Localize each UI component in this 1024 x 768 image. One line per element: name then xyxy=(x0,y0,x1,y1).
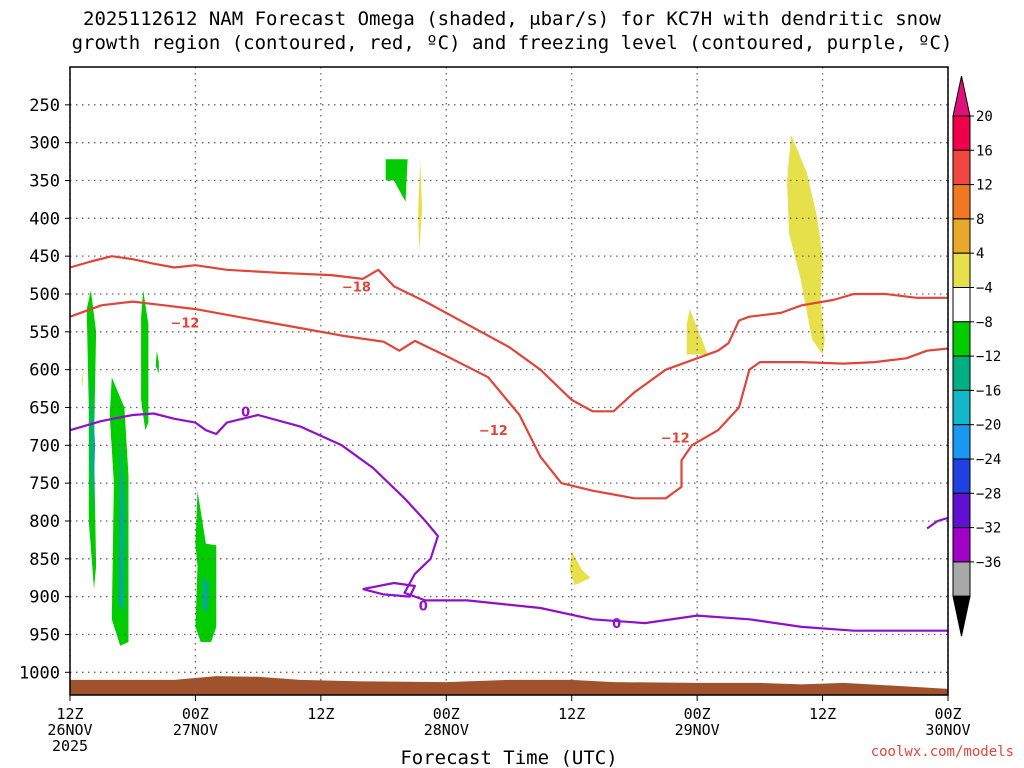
colorbar-swatch-3 xyxy=(952,218,971,254)
colorbar-label-10: −24 xyxy=(976,452,1001,468)
colorbar-swatch-6 xyxy=(952,321,971,357)
x-tick-label-60-1: 29NOV xyxy=(675,721,720,739)
y-tick-label-750: 750 xyxy=(29,474,60,494)
y-tick-label-950: 950 xyxy=(29,625,60,645)
omega-region-9 xyxy=(418,160,423,251)
colorbar-label-9: −20 xyxy=(976,418,1001,434)
omega-region-4 xyxy=(141,290,149,431)
x-tick-label-60-0: 00Z xyxy=(684,705,711,723)
colorbar-swatch-2 xyxy=(952,184,971,220)
x-tick-label-48-0: 12Z xyxy=(558,705,585,723)
contour-dendritic-upper xyxy=(69,255,948,413)
colorbar-top-arrow xyxy=(952,75,971,117)
omega-region-8 xyxy=(385,159,408,202)
x-tick-label-24-0: 12Z xyxy=(307,705,334,723)
y-axis: 250 300 350 400 450 500 550 600 650 700 750 800 850 9… xyxy=(19,96,70,683)
contour-freezing-right-edge xyxy=(926,516,949,530)
y-tick-label-600: 600 xyxy=(29,361,60,381)
colorbar-label-2: 12 xyxy=(976,178,993,194)
y-tick-label-800: 800 xyxy=(29,512,60,532)
contour-dendritic-lower xyxy=(69,300,949,500)
colorbar-label-6: −8 xyxy=(976,315,993,331)
ground-terrain xyxy=(70,676,948,695)
colorbar-label-13: −36 xyxy=(976,555,1001,571)
colorbar-label-8: −16 xyxy=(976,383,1001,399)
omega-region-3 xyxy=(118,430,126,612)
x-axis-label: Forecast Time (UTC) xyxy=(400,747,617,768)
contour-lines xyxy=(69,255,949,632)
colorbar-swatch-8 xyxy=(952,389,971,426)
omega-region-1 xyxy=(89,369,96,514)
contour-label-0: −18 xyxy=(342,280,371,295)
y-tick-label-300: 300 xyxy=(29,134,60,154)
contour-labels: −18 −12 −12 −12 0 0 0 xyxy=(170,280,689,632)
plot-frame xyxy=(69,66,949,696)
omega-region-10 xyxy=(81,369,84,389)
colorbar-label-0: 20 xyxy=(976,109,993,125)
y-tick-label-850: 850 xyxy=(29,550,60,570)
colorbar-label-12: −32 xyxy=(976,521,1001,537)
x-tick-label-84-1: 30NOV xyxy=(925,721,970,739)
colorbar-swatch-4 xyxy=(952,252,971,288)
contour-label-1: −12 xyxy=(170,317,199,332)
colorbar-swatch-12 xyxy=(952,527,971,563)
colorbar-label-1: 16 xyxy=(976,143,993,159)
y-tick-label-700: 700 xyxy=(29,436,60,456)
colorbar-label-4: 4 xyxy=(976,246,984,262)
y-tick-label-900: 900 xyxy=(29,588,60,608)
y-tick-label-650: 650 xyxy=(29,398,60,418)
ground-fill xyxy=(70,676,948,695)
omega-region-5 xyxy=(155,350,159,374)
y-tick-label-350: 350 xyxy=(29,171,60,191)
omega-region-13 xyxy=(569,551,591,586)
colorbar-swatch-1 xyxy=(952,149,971,186)
contour-label-5: 0 xyxy=(419,600,428,615)
colorbar-swatch-10 xyxy=(952,458,971,494)
x-tick-label-12-0: 00Z xyxy=(182,705,209,723)
x-tick-label-12-1: 27NOV xyxy=(173,721,218,739)
colorbar-label-11: −28 xyxy=(976,486,1001,502)
colorbar-bottom-arrow xyxy=(952,595,971,637)
x-tick-label-72-0: 12Z xyxy=(809,705,836,723)
x-tick-label-0-1: 26NOV xyxy=(47,721,92,739)
x-tick-label-0-0: 12Z xyxy=(56,705,83,723)
x-tick-label-36-0: 00Z xyxy=(433,705,460,723)
colorbar-label-3: 8 xyxy=(976,212,984,228)
omega-regions xyxy=(81,135,825,646)
x-tick-label-84-0: 00Z xyxy=(934,705,961,723)
chart-title-line2: growth region (contoured, red, ºC) and f… xyxy=(71,32,953,54)
colorbar-swatch-0 xyxy=(952,115,971,151)
y-tick-label-250: 250 xyxy=(29,96,60,116)
colorbar: 20 16 12 8 4 −4 −8 −12 −16 −20 −24 −28 −32 −36 xyxy=(952,75,1001,637)
y-tick-label-1000: 1000 xyxy=(19,663,60,683)
credit-text: coolwx.com/models xyxy=(870,744,1014,760)
contour-freezing-level xyxy=(69,412,948,632)
omega-region-11 xyxy=(787,135,825,355)
omega-region-7 xyxy=(201,577,209,612)
y-tick-label-400: 400 xyxy=(29,209,60,229)
colorbar-swatch-7 xyxy=(952,355,971,391)
colorbar-label-7: −12 xyxy=(976,349,1001,365)
contour-label-2: −12 xyxy=(479,424,508,439)
x-tick-label-36-1: 28NOV xyxy=(424,721,469,739)
colorbar-swatch-9 xyxy=(952,424,971,460)
colorbar-swatch-13 xyxy=(952,561,971,597)
contour-label-3: −12 xyxy=(661,432,690,447)
x-tick-label-0-2: 2025 xyxy=(52,737,88,755)
y-tick-label-500: 500 xyxy=(29,285,60,305)
omega-region-6 xyxy=(195,490,217,642)
y-tick-label-450: 450 xyxy=(29,247,60,267)
colorbar-swatch-11 xyxy=(952,492,971,529)
colorbar-label-5: −4 xyxy=(976,281,993,297)
contour-freezing-small-loop xyxy=(362,581,416,598)
contour-label-6: 0 xyxy=(612,617,621,632)
y-tick-label-550: 550 xyxy=(29,323,60,343)
contour-label-4: 0 xyxy=(241,405,250,420)
chart-title-line1: 2025112612 NAM Forecast Omega (shaded, μ… xyxy=(83,8,941,30)
colorbar-swatch-5 xyxy=(952,287,971,323)
